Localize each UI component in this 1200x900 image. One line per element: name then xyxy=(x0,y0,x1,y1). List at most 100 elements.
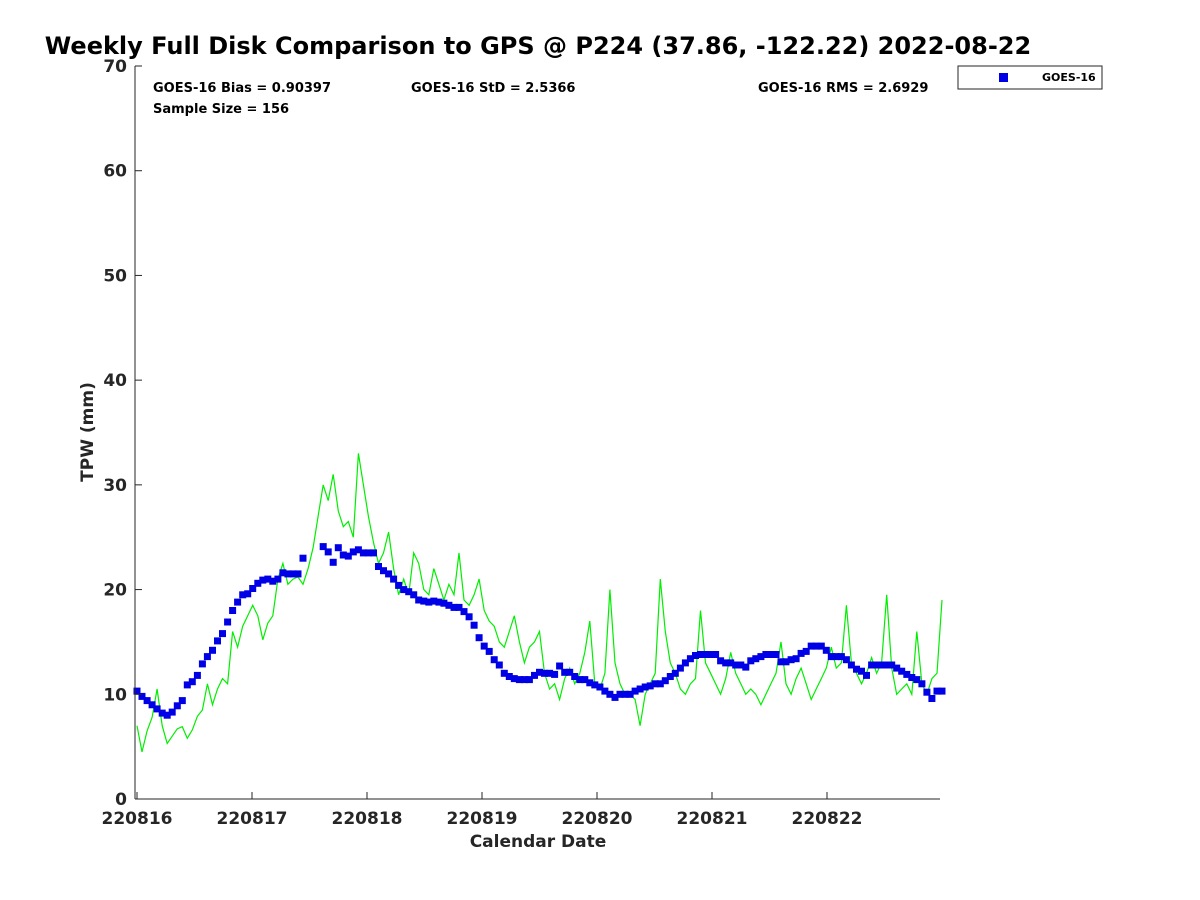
goes-16-point xyxy=(188,678,196,686)
goes-16-point xyxy=(561,668,569,676)
x-tick-label: 220819 xyxy=(447,809,518,829)
goes-16-point xyxy=(787,656,795,664)
goes-16-point xyxy=(234,598,242,606)
x-axis-ticks: 220816 220817 220818 220819 220820 220821 2208… xyxy=(102,792,863,829)
goes-16-point xyxy=(470,621,478,629)
goes-16-series xyxy=(133,543,946,719)
goes-16-point xyxy=(903,670,911,678)
rms-label: GOES-16 RMS = 2.6929 xyxy=(758,81,928,96)
goes-16-point xyxy=(264,575,272,583)
y-tick-label: 20 xyxy=(103,581,127,601)
goes-16-point xyxy=(938,687,946,695)
goes-16-point xyxy=(395,581,403,589)
legend: GOES-16 xyxy=(957,65,1103,90)
goes-16-point xyxy=(702,651,709,658)
goes-16-point xyxy=(641,683,649,691)
x-tick-label: 220817 xyxy=(217,809,288,829)
goes-16-point xyxy=(581,676,589,684)
y-axis-label: TPW (mm) xyxy=(78,382,98,482)
goes-16-point xyxy=(239,591,247,599)
goes-16-point xyxy=(571,673,579,680)
goes-16-point xyxy=(863,671,870,679)
goes-16-point xyxy=(666,673,674,680)
goes-16-point xyxy=(229,607,237,614)
goes-16-point xyxy=(616,690,624,698)
goes-16-point xyxy=(349,548,357,556)
goes-16-point xyxy=(812,642,820,650)
goes-16-point xyxy=(274,575,282,583)
goes-16-point xyxy=(782,658,790,666)
goes-16-point xyxy=(591,681,599,689)
goes-16-point xyxy=(827,653,835,661)
goes-16-point xyxy=(908,674,916,681)
goes-16-point xyxy=(546,669,554,677)
goes-16-point xyxy=(913,676,921,684)
goes-16-point xyxy=(294,570,302,578)
goes-16-point xyxy=(737,661,745,669)
goes-16-point xyxy=(621,690,629,698)
goes-16-point xyxy=(767,651,775,658)
goes-16-point xyxy=(893,664,901,672)
goes-16-point xyxy=(842,656,850,664)
goes-16-point xyxy=(259,576,267,584)
goes-16-point xyxy=(671,669,679,677)
goes-16-point xyxy=(495,661,503,669)
goes-16-point xyxy=(435,598,443,606)
goes-16-point xyxy=(269,577,277,585)
goes-16-point xyxy=(254,579,262,587)
x-tick-label: 220822 xyxy=(792,809,863,829)
goes-16-point xyxy=(878,661,886,669)
goes-16-point xyxy=(697,651,704,658)
plot-frame xyxy=(135,66,940,799)
goes-16-point xyxy=(178,697,186,705)
goes-16-point xyxy=(873,661,881,669)
goes-16-point xyxy=(520,676,528,684)
goes-16-point xyxy=(354,546,362,554)
y-tick-label: 50 xyxy=(103,266,127,286)
goes-16-point xyxy=(515,676,523,684)
goes-16-point xyxy=(707,651,715,658)
goes-16-point xyxy=(415,596,423,604)
goes-16-point xyxy=(636,685,644,693)
goes-16-point xyxy=(797,649,805,657)
goes-16-point xyxy=(651,680,659,688)
x-tick-label: 220820 xyxy=(562,809,633,829)
goes-16-point xyxy=(133,687,141,695)
goes-16-point xyxy=(661,677,669,685)
goes-16-point xyxy=(279,569,287,577)
goes-16-point xyxy=(420,597,428,605)
goes-16-point xyxy=(727,659,735,667)
goes-16-point xyxy=(299,554,307,562)
goes-16-point xyxy=(822,646,830,654)
goes-16-point xyxy=(400,586,408,594)
goes-16-point xyxy=(339,551,347,559)
goes-16-point xyxy=(747,657,755,665)
goes-16-point xyxy=(586,679,594,687)
goes-16-point xyxy=(928,695,936,702)
goes-16-point xyxy=(601,687,609,695)
goes-16-point xyxy=(143,697,151,705)
goes-16-point xyxy=(385,570,393,578)
goes-16-point xyxy=(480,642,488,650)
goes-16-point xyxy=(334,544,342,552)
goes-16-point xyxy=(344,552,352,560)
goes-16-point xyxy=(500,669,508,677)
chart-title: Weekly Full Disk Comparison to GPS @ P22… xyxy=(45,32,1031,60)
goes-16-point xyxy=(536,668,543,676)
std-label: GOES-16 StD = 2.5366 xyxy=(411,81,575,96)
y-tick-label: 70 xyxy=(103,57,127,77)
goes-16-point xyxy=(807,642,815,650)
goes-16-point xyxy=(153,705,161,713)
goes-16-point xyxy=(576,676,584,684)
sample-size-label: Sample Size = 156 xyxy=(153,102,289,117)
x-tick-label: 220816 xyxy=(102,809,173,829)
goes-16-point xyxy=(430,597,438,605)
goes-16-point xyxy=(465,613,473,621)
goes-16-point xyxy=(505,673,513,680)
goes-16-point xyxy=(566,668,574,676)
goes-16-point xyxy=(244,590,252,598)
goes-16-point xyxy=(847,661,855,669)
goes-16-point xyxy=(757,653,765,661)
y-tick-label: 40 xyxy=(103,371,127,391)
